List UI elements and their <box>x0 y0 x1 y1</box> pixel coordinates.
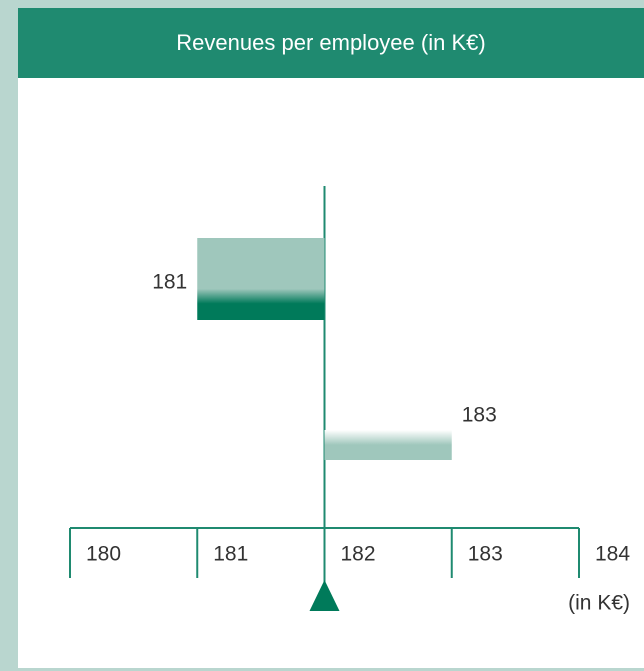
value-label: 183 <box>462 404 497 427</box>
x-tick-label: 183 <box>468 543 503 566</box>
x-tick-label: 184 <box>595 543 630 566</box>
header <box>18 8 644 78</box>
bar <box>197 238 325 320</box>
axis-unit: (in K€) <box>568 592 630 615</box>
reference-marker <box>309 580 340 611</box>
value-label: 181 <box>152 271 187 294</box>
x-tick-label: 180 <box>86 543 121 566</box>
x-tick-label: 182 <box>341 543 376 566</box>
panel <box>18 78 644 668</box>
chart-title: Revenues per employee (in K€) <box>176 30 485 55</box>
bar <box>324 430 452 460</box>
x-tick-label: 181 <box>213 543 248 566</box>
